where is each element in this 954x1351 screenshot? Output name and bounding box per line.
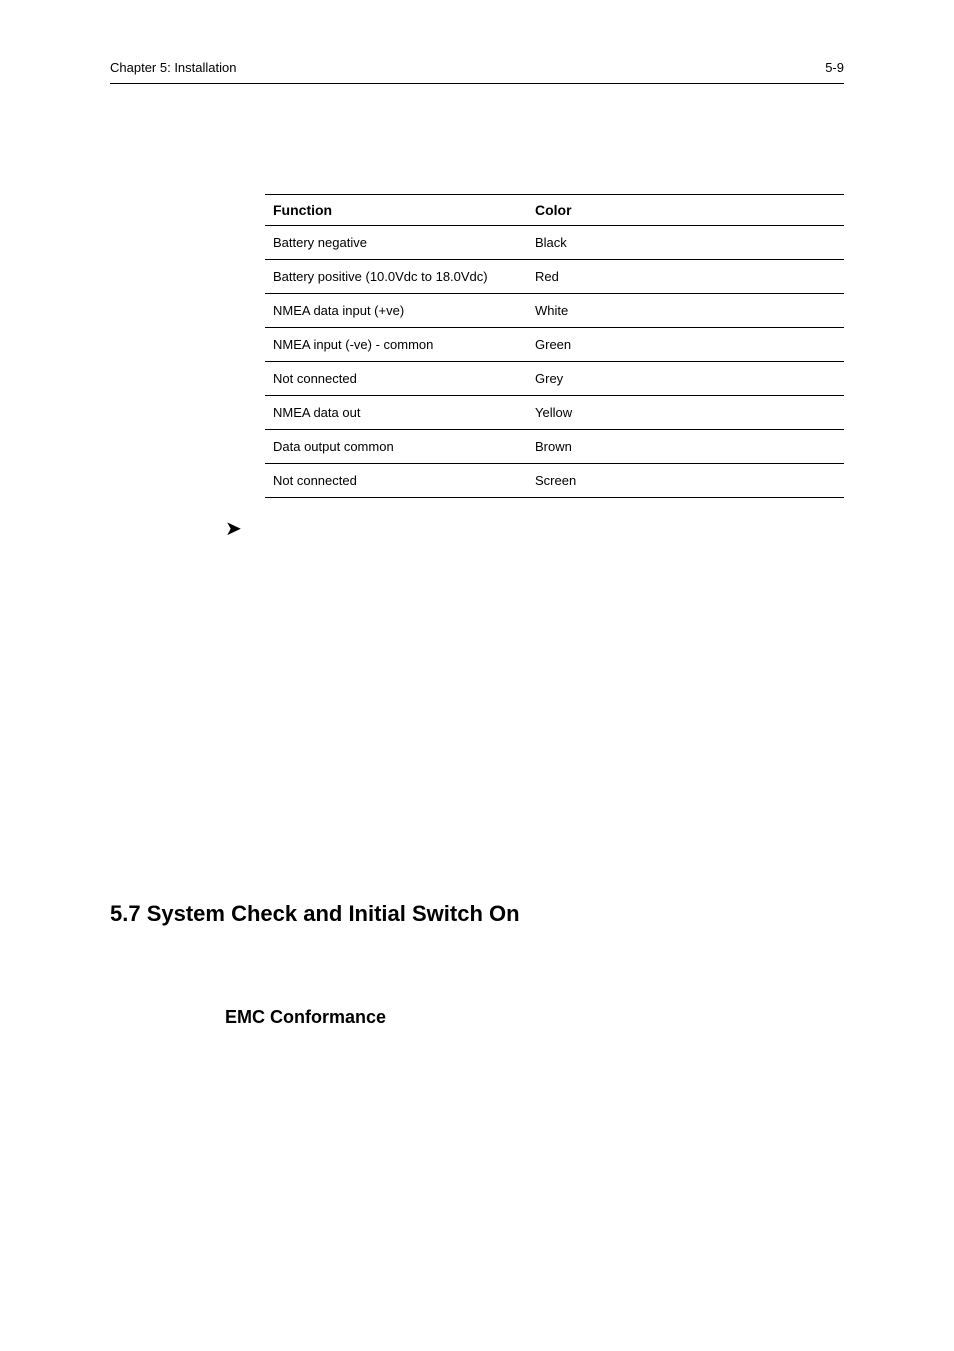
cell-color: White xyxy=(535,303,844,318)
table-row: Battery negative Black xyxy=(265,226,844,260)
page-container: Chapter 5: Installation 5-9 Function Col… xyxy=(0,0,954,1088)
table-row: NMEA data out Yellow xyxy=(265,396,844,430)
connector-table: Function Color Battery negative Black Ba… xyxy=(265,194,844,498)
cell-function: NMEA input (-ve) - common xyxy=(265,337,535,352)
cell-color: Grey xyxy=(535,371,844,386)
cell-function: Data output common xyxy=(265,439,535,454)
table-row: NMEA input (-ve) - common Green xyxy=(265,328,844,362)
col-header-color: Color xyxy=(535,202,844,218)
cell-color: Black xyxy=(535,235,844,250)
header-left: Chapter 5: Installation xyxy=(110,60,236,75)
cell-function: Battery positive (10.0Vdc to 18.0Vdc) xyxy=(265,269,535,284)
cell-function: NMEA data out xyxy=(265,405,535,420)
table-row: Not connected Grey xyxy=(265,362,844,396)
table-row: Data output common Brown xyxy=(265,430,844,464)
cell-function: Battery negative xyxy=(265,235,535,250)
cell-function: Not connected xyxy=(265,473,535,488)
table-row: Battery positive (10.0Vdc to 18.0Vdc) Re… xyxy=(265,260,844,294)
cell-color: Yellow xyxy=(535,405,844,420)
cell-function: Not connected xyxy=(265,371,535,386)
table-header-row: Function Color xyxy=(265,194,844,226)
table-row: NMEA data input (+ve) White xyxy=(265,294,844,328)
pointer-icon: ➤ xyxy=(225,516,844,541)
subsection-heading: EMC Conformance xyxy=(225,1007,844,1028)
cell-function: NMEA data input (+ve) xyxy=(265,303,535,318)
cell-color: Green xyxy=(535,337,844,352)
cell-color: Screen xyxy=(535,473,844,488)
header-right: 5-9 xyxy=(825,60,844,75)
col-header-function: Function xyxy=(265,202,535,218)
section-heading: 5.7 System Check and Initial Switch On xyxy=(110,901,844,927)
running-header: Chapter 5: Installation 5-9 xyxy=(110,60,844,84)
table-row: Not connected Screen xyxy=(265,464,844,498)
cell-color: Brown xyxy=(535,439,844,454)
cell-color: Red xyxy=(535,269,844,284)
